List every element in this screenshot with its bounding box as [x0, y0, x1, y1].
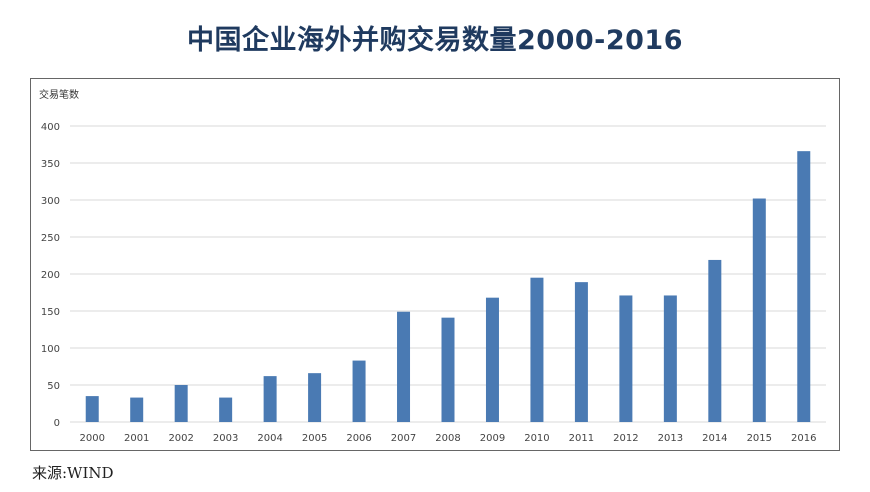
bar-2008	[441, 317, 455, 422]
x-tick-label: 2012	[613, 433, 638, 444]
y-axis-label: 交易笔数	[39, 88, 79, 101]
bar-2014	[708, 259, 722, 422]
y-tick-label: 250	[41, 233, 60, 244]
bar-2007	[397, 311, 411, 422]
x-tick-label: 2003	[213, 433, 238, 444]
bar-2012	[619, 295, 633, 422]
x-tick-label: 2007	[391, 433, 416, 444]
y-tick-label: 350	[41, 159, 60, 170]
bar-2004	[263, 376, 277, 422]
chart-frame	[30, 78, 840, 451]
y-tick-label: 200	[41, 270, 60, 281]
bar-2009	[485, 297, 499, 422]
bar-2001	[130, 397, 144, 422]
bar-2015	[752, 198, 766, 422]
y-tick-label: 150	[41, 307, 60, 318]
x-tick-label: 2005	[302, 433, 327, 444]
x-tick-label: 2015	[747, 433, 772, 444]
bar-2010	[530, 277, 544, 422]
chart-title: 中国企业海外并购交易数量2000-2016	[187, 25, 683, 56]
y-tick-label: 50	[47, 381, 60, 392]
x-tick-label: 2009	[480, 433, 505, 444]
bar-2016	[797, 151, 811, 422]
x-tick-label: 2014	[702, 433, 727, 444]
source-note: 来源:WIND	[32, 464, 114, 482]
x-tick-label: 2011	[569, 433, 594, 444]
y-tick-label: 400	[41, 122, 60, 133]
x-tick-label: 2000	[80, 433, 105, 444]
bar-2013	[663, 295, 677, 422]
x-tick-label: 2001	[124, 433, 149, 444]
x-tick-label: 2008	[435, 433, 460, 444]
bar-2005	[308, 373, 322, 422]
bar-2003	[219, 397, 233, 422]
x-tick-label: 2002	[168, 433, 193, 444]
x-tick-label: 2013	[658, 433, 683, 444]
x-tick-label: 2006	[346, 433, 371, 444]
x-tick-label: 2016	[791, 433, 816, 444]
y-tick-label: 100	[41, 344, 60, 355]
bar-chart: 交易笔数 0 50 100 150 200 250 300 350 400 2000 2001 20…	[39, 88, 826, 444]
bar-2000	[85, 396, 99, 422]
x-tick-label: 2004	[257, 433, 282, 444]
y-tick-label: 300	[41, 196, 60, 207]
y-tick-label: 0	[54, 418, 60, 429]
bar-2002	[174, 385, 188, 422]
bar-2011	[574, 282, 588, 422]
bar-2006	[352, 360, 366, 422]
x-tick-label: 2010	[524, 433, 549, 444]
